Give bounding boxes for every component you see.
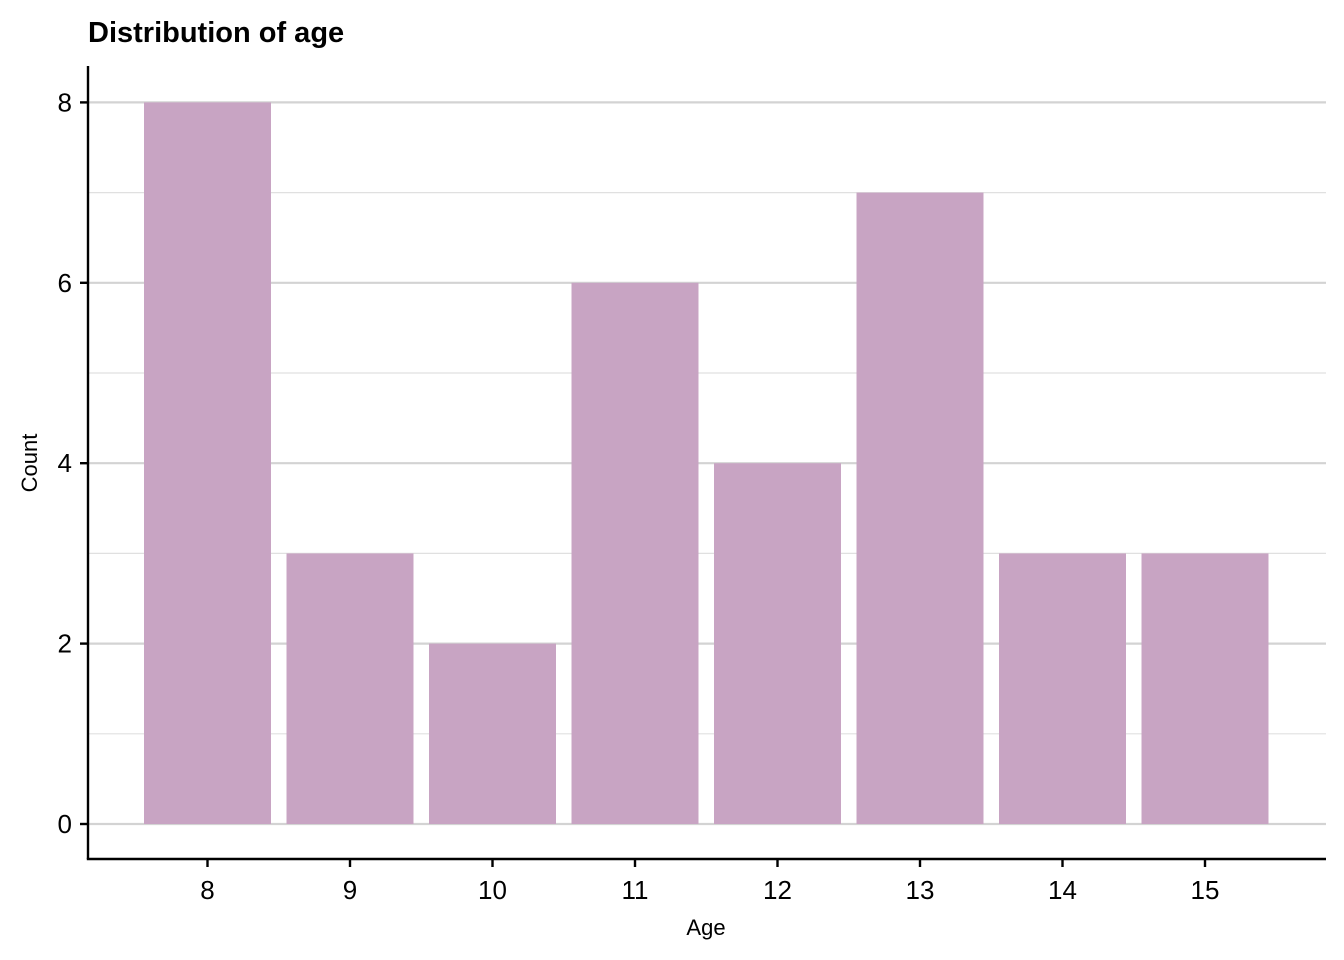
x-tick-label: 11: [622, 875, 649, 905]
x-tick-label: 14: [1048, 875, 1077, 905]
x-tick-label: 10: [478, 875, 507, 905]
x-axis-label: Age: [686, 915, 725, 940]
bar-age-11: [571, 282, 699, 824]
bars: [144, 102, 1269, 825]
y-tick-label: 0: [58, 809, 72, 839]
x-tick-label: 9: [343, 875, 357, 905]
x-tick-label: 8: [200, 875, 214, 905]
chart-title: Distribution of age: [88, 17, 344, 49]
y-ticks: 0 2 4 6 8: [58, 87, 88, 839]
bar-age-13: [856, 192, 984, 825]
bar-age-12: [714, 463, 841, 824]
x-ticks: 8 9 10 11 12 13 14 15: [200, 859, 1219, 905]
x-tick-label: 12: [763, 875, 792, 905]
y-tick-label: 4: [58, 448, 72, 478]
bar-age-8: [144, 102, 271, 824]
bar-age-9: [286, 553, 414, 824]
y-tick-label: 6: [58, 268, 72, 298]
x-tick-label: 15: [1191, 875, 1220, 905]
y-tick-label: 2: [58, 629, 72, 659]
y-axis-label: Count: [17, 434, 42, 493]
bar-age-10: [429, 643, 556, 824]
bar-age-14: [999, 553, 1126, 824]
x-tick-label: 13: [906, 875, 935, 905]
grid-lines: [88, 101, 1326, 826]
bar-age-15: [1141, 553, 1269, 824]
y-tick-label: 8: [58, 87, 72, 117]
